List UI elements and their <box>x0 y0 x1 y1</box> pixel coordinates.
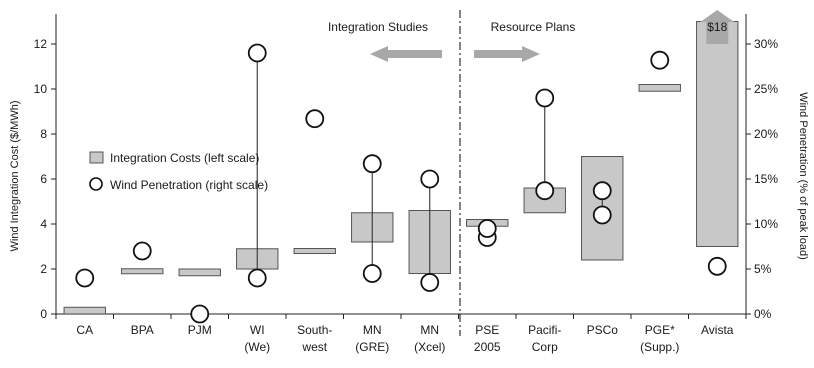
category-label: Pacifi- <box>528 323 561 337</box>
category-label: (GRE) <box>355 340 389 354</box>
category-label: WI <box>250 323 265 337</box>
arrow-right-resource-plans <box>474 46 540 62</box>
cost-bar <box>638 84 681 92</box>
category-label: west <box>301 340 327 354</box>
cost-bar <box>121 268 164 275</box>
cost-bar <box>293 248 336 254</box>
y-tick-left-label: 10 <box>34 82 48 96</box>
penetration-point <box>362 264 382 283</box>
overflow-arrow <box>700 10 735 44</box>
y-tick-left-label: 6 <box>40 172 47 186</box>
legend-label-penetration: Wind Penetration (right scale) <box>110 178 268 192</box>
cost-bar <box>63 306 106 314</box>
y-axis-label-right: Wind Penetration (% of peak load) <box>797 92 809 260</box>
section-label-integration-studies: Integration Studies <box>328 20 428 34</box>
penetration-point <box>592 181 612 201</box>
arrow-left-integration-studies <box>370 46 442 62</box>
category-label: BPA <box>131 323 154 337</box>
penetration-point <box>535 181 555 201</box>
category-label: (Xcel) <box>414 340 445 354</box>
overflow-label: $18 <box>707 20 727 34</box>
section-label-resource-plans: Resource Plans <box>491 20 576 34</box>
category-label: PJM <box>188 323 212 337</box>
penetration-point <box>707 256 727 276</box>
y-axis-label-left: Wind Integration Cost ($/MWh) <box>9 101 21 252</box>
category-label: 2005 <box>474 340 501 354</box>
penetration-point <box>247 43 267 63</box>
y-tick-left-label: 12 <box>34 37 48 51</box>
y-tick-right-label: 20% <box>754 127 778 141</box>
penetration-point <box>420 169 440 189</box>
penetration-point <box>592 205 612 225</box>
cost-bar <box>178 268 221 277</box>
legend-label-costs: Integration Costs (left scale) <box>110 151 259 165</box>
category-label: MN <box>363 323 382 337</box>
legend: Integration Costs (left scale) Wind Pene… <box>89 151 268 192</box>
category-label: MN <box>420 323 439 337</box>
penetration-point <box>477 219 497 238</box>
category-label: PSE <box>475 323 499 337</box>
penetration-point <box>535 88 555 108</box>
category-label: PGE* <box>645 323 675 337</box>
y-tick-right-label: 0% <box>754 307 772 321</box>
category-label: Avista <box>701 323 734 337</box>
y-tick-left-label: 2 <box>40 262 47 276</box>
legend-swatch-costs <box>89 151 104 164</box>
category-label: (Supp.) <box>640 340 679 354</box>
penetration-point <box>132 241 152 261</box>
category-label: CA <box>76 323 93 337</box>
y-tick-left-label: 4 <box>40 217 47 231</box>
category-label: (We) <box>244 340 270 354</box>
category-label: Corp <box>532 340 558 354</box>
y-tick-left-label: 0 <box>40 307 47 321</box>
penetration-point <box>362 154 382 174</box>
penetration-point <box>305 109 325 129</box>
penetration-point <box>247 268 267 288</box>
y-tick-right-label: 15% <box>754 172 778 186</box>
y-tick-left-label: 8 <box>40 127 47 141</box>
y-tick-right-label: 5% <box>754 262 772 276</box>
penetration-point <box>420 273 440 292</box>
y-tick-right-label: 25% <box>754 82 778 96</box>
y-tick-right-label: 10% <box>754 217 778 231</box>
legend-swatch-penetration <box>89 177 103 191</box>
category-label: PSCo <box>587 323 619 337</box>
penetration-point <box>75 268 95 288</box>
penetration-point <box>650 50 670 70</box>
cost-bar <box>696 21 739 247</box>
y-tick-right-label: 30% <box>754 37 778 51</box>
category-label: South- <box>297 323 332 337</box>
penetration-point <box>190 304 210 324</box>
